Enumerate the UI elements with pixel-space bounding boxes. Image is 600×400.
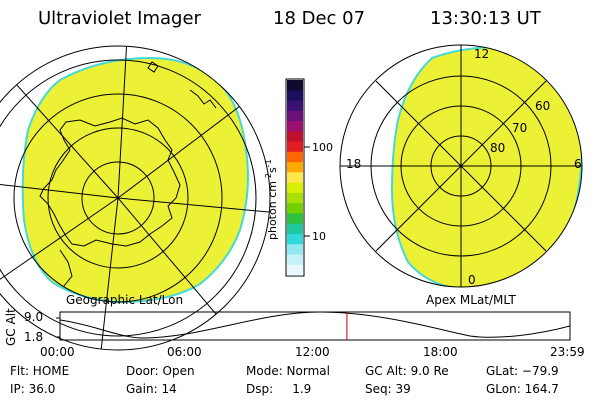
orbit-xtick-4: 23:59 xyxy=(550,345,585,359)
mlt-label-12: 12 xyxy=(474,47,489,61)
colorbar-segment xyxy=(287,90,303,102)
colorbar-unit-label: photon cm-2s-1 xyxy=(264,159,279,240)
status-flt: Flt: HOME xyxy=(10,364,70,378)
colorbar-tick-10: 10 xyxy=(312,230,326,243)
orbit-y-bottom: 1.8 xyxy=(24,330,43,344)
colorbar-segment xyxy=(287,131,303,143)
colorbar-segment xyxy=(287,203,303,215)
orbit-xtick-2: 12:00 xyxy=(295,345,330,359)
colorbar-segment xyxy=(287,80,303,91)
right-emission-region xyxy=(390,46,582,287)
colorbar-segment xyxy=(287,182,303,194)
colorbar-segment xyxy=(287,244,303,256)
mlat-label-80: 80 xyxy=(490,141,505,155)
orbit-axis-label: GC Alt xyxy=(4,308,18,346)
status-glon: GLon: 164.7 xyxy=(486,382,559,396)
orbit-altitude-plot: 9.0 1.8 GC Alt 00:00 06:00 12:00 18:00 2… xyxy=(4,308,585,359)
status-seq: Seq: 39 xyxy=(365,382,411,396)
colorbar-segment xyxy=(287,151,303,163)
colorbar-segment xyxy=(287,100,303,112)
apex-mlat-mlt-map: 12 18 6 0 60 70 80 xyxy=(339,44,583,288)
status-mode: Mode: Normal xyxy=(246,364,330,378)
coastline xyxy=(39,117,181,247)
colorbar-segment xyxy=(287,213,303,225)
left-panel-caption: Geographic Lat/Lon xyxy=(66,293,183,307)
orbit-xtick-1: 06:00 xyxy=(167,345,202,359)
orbit-y-top: 9.0 xyxy=(24,310,43,324)
right-panel-caption: Apex MLat/MLT xyxy=(426,293,516,307)
colorbar-segment xyxy=(287,110,303,122)
header-time: 13:30:13 UT xyxy=(430,8,541,29)
colorbar-segment xyxy=(287,162,303,173)
status-gain: Gain: 14 xyxy=(126,382,177,396)
app-title: Ultraviolet Imager xyxy=(38,8,201,29)
status-ip: IP: 36.0 xyxy=(10,382,56,396)
mlt-label-18: 18 xyxy=(346,157,361,171)
colorbar-segment xyxy=(287,254,303,266)
color-scale-bar: 100 10 photon cm-2s-1 xyxy=(264,78,333,277)
mlt-label-0: 0 xyxy=(468,273,476,287)
status-dsp: Dsp: 1.9 xyxy=(246,382,312,396)
status-door: Door: Open xyxy=(126,364,195,378)
geographic-map xyxy=(0,45,271,351)
mlat-label-60: 60 xyxy=(535,99,550,113)
colorbar-tick-100: 100 xyxy=(312,141,333,154)
orbit-xtick-0: 00:00 xyxy=(40,345,75,359)
orbit-xtick-3: 18:00 xyxy=(423,345,458,359)
colorbar-segment xyxy=(287,233,303,245)
mlt-label-6: 6 xyxy=(574,157,582,171)
colorbar-segment xyxy=(287,264,303,276)
mlat-label-70: 70 xyxy=(512,121,527,135)
colorbar-segment xyxy=(287,172,303,184)
header-date: 18 Dec 07 xyxy=(273,8,366,29)
colorbar-segment xyxy=(287,141,303,153)
status-glat: GLat: −79.9 xyxy=(486,364,559,378)
colorbar-segment xyxy=(287,223,303,235)
altitude-curve xyxy=(60,312,570,339)
status-gcalt: GC Alt: 9.0 Re xyxy=(365,364,449,378)
colorbar-segment xyxy=(287,192,303,204)
colorbar-segment xyxy=(287,121,303,132)
